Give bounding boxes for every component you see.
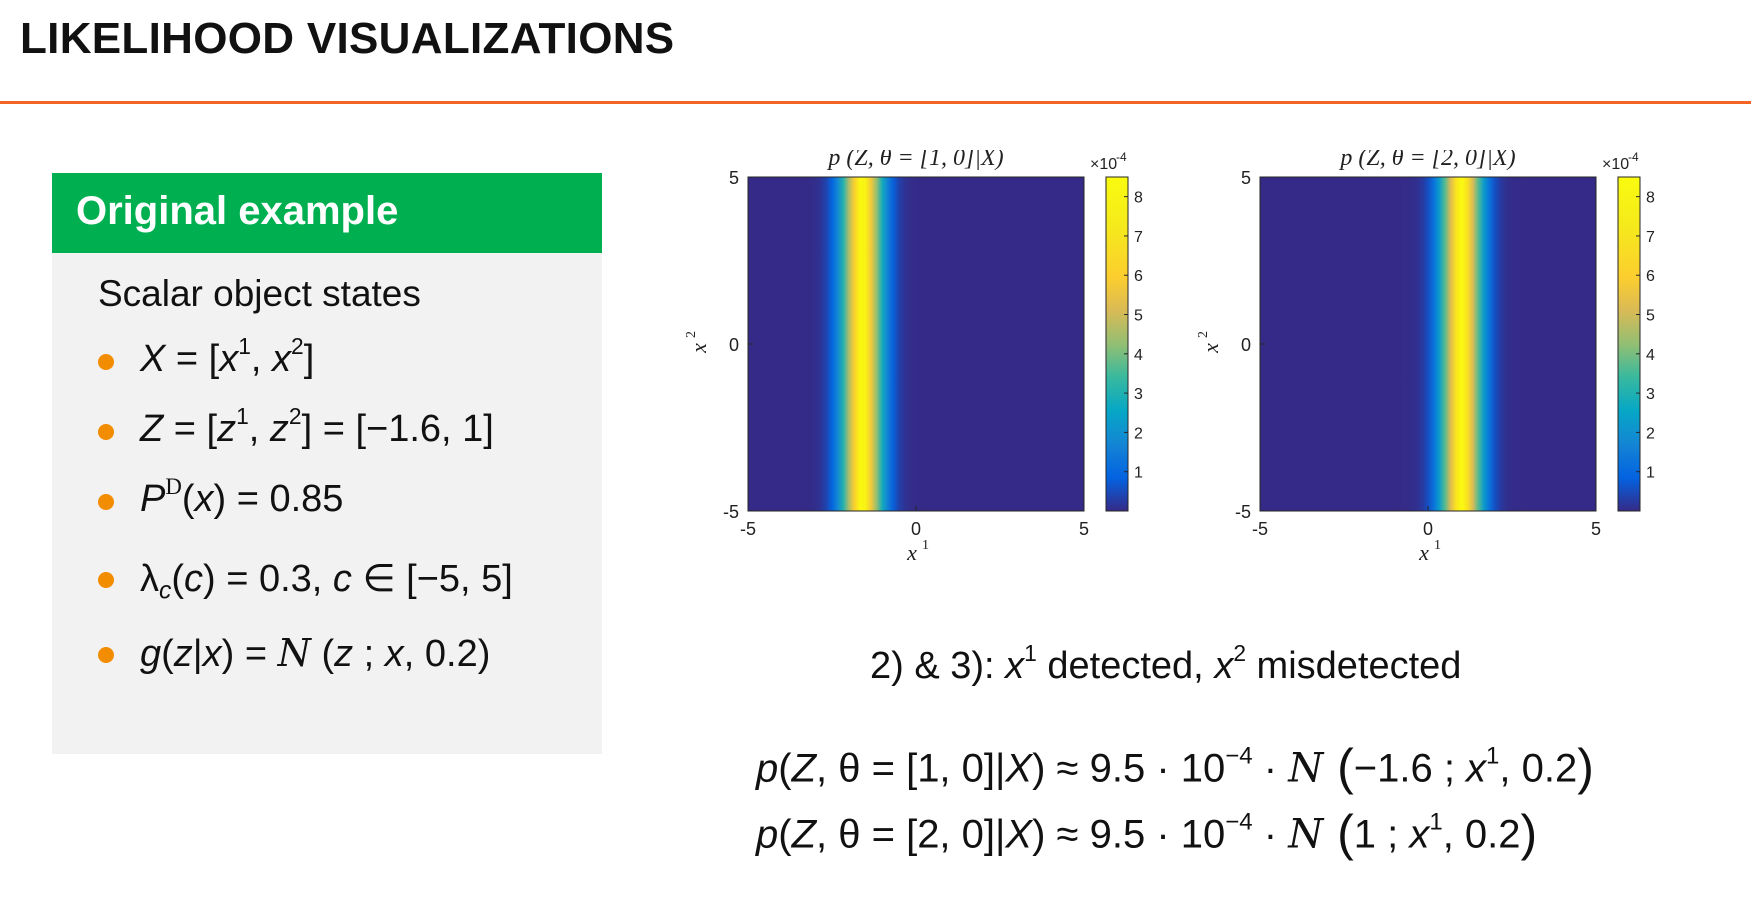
y-tick-label: -5	[1235, 502, 1251, 522]
bullet-clutter-rate: λc(c) = 0.3, c ∈ [−5, 5]	[140, 558, 513, 605]
detection-caption: 2) & 3): x1 detected, x2 misdetected	[870, 639, 1462, 687]
colorbar-tick-label: 6	[1646, 268, 1655, 285]
x-tick-label: 5	[1079, 519, 1089, 539]
colorbar-tick-label: 8	[1646, 190, 1655, 207]
colorbar-tick-label: 2	[1646, 425, 1655, 442]
example-header-text: Original example	[76, 189, 399, 233]
y-tick-label: 0	[729, 335, 739, 355]
colorbar-tick-label: 1	[1646, 465, 1655, 482]
colorbar-multiplier-exp: -4	[1116, 150, 1127, 164]
x-axis-label-sup: 1	[922, 538, 929, 553]
colorbar-frame	[1105, 176, 1129, 512]
y-axis-label-sup: 2	[684, 331, 699, 338]
colorbar-multiplier: ×10	[1090, 156, 1117, 173]
y-axis-label-sup: 2	[1196, 331, 1211, 338]
bullet-x-definition: X = [x1, x2]	[140, 332, 315, 380]
bullet-measurement-model: g(z|x) = N (z ; x, 0.2)	[140, 631, 491, 675]
x-tick-label: 0	[1423, 519, 1433, 539]
x-tick-label: -5	[740, 519, 756, 539]
bullet-dot	[98, 572, 114, 588]
title-rule	[0, 101, 1751, 104]
y-axis-label-group: x2	[684, 331, 711, 354]
colorbar-tick-label: 5	[1646, 308, 1655, 325]
chart-title: p (Z, θ = [1, 0]|X)	[826, 150, 1003, 171]
colorbar-tick-label: 6	[1134, 268, 1143, 285]
likelihood-formula-1: p(Z, θ = [1, 0]|X) ≈ 9.5 · 10−4 · N (−1.…	[756, 739, 1594, 795]
bullet-item: PD(x) = 0.85	[98, 473, 598, 528]
colorbar-tick-label: 3	[1134, 386, 1143, 403]
colorbar-tick-label: 4	[1134, 347, 1143, 364]
colorbar-tick-label: 8	[1134, 190, 1143, 207]
heatmap-surface	[748, 177, 1084, 511]
example-header: Original example	[52, 173, 602, 253]
x-tick-label: 5	[1591, 519, 1601, 539]
bullet-z-definition: Z = [z1, z2] = [−1.6, 1]	[140, 402, 494, 450]
bullet-dot	[98, 424, 114, 440]
colorbar-tick-label: 7	[1646, 229, 1655, 246]
colorbar	[1106, 177, 1128, 511]
example-box: Original example Scalar object states X …	[52, 173, 602, 754]
colorbar-tick-label: 2	[1134, 425, 1143, 442]
chart-title: p (Z, θ = [2, 0]|X)	[1338, 150, 1515, 171]
y-tick-label: 5	[729, 168, 739, 188]
bullet-dot	[98, 647, 114, 663]
example-subheading: Scalar object states	[98, 273, 421, 314]
bullet-item: Z = [z1, z2] = [−1.6, 1]	[98, 402, 598, 458]
x-axis-label: x	[906, 540, 917, 565]
x-tick-label: 0	[911, 519, 921, 539]
x-axis-label: x	[1418, 540, 1429, 565]
y-tick-label: 0	[1241, 335, 1251, 355]
colorbar-multiplier-exp: -4	[1628, 150, 1639, 164]
colorbar-multiplier: ×10	[1602, 156, 1629, 173]
y-axis-label-group: x2	[1196, 331, 1223, 354]
colorbar	[1618, 177, 1640, 511]
likelihood-formula-2: p(Z, θ = [2, 0]|X) ≈ 9.5 · 10−4 · N (1 ;…	[756, 805, 1538, 861]
bullet-item: g(z|x) = N (z ; x, 0.2)	[98, 631, 598, 681]
bullet-item: X = [x1, x2]	[98, 332, 598, 388]
colorbar-tick-label: 4	[1646, 347, 1655, 364]
y-tick-label: -5	[723, 502, 739, 522]
x-axis-label-sup: 1	[1434, 538, 1441, 553]
y-axis-label: x	[686, 343, 711, 354]
heatmap-surface	[1260, 177, 1596, 511]
colorbar-tick-label: 3	[1646, 386, 1655, 403]
colorbar-frame	[1617, 176, 1641, 512]
y-axis-label: x	[1198, 343, 1223, 354]
x-tick-label: -5	[1252, 519, 1268, 539]
y-tick-label: 5	[1241, 168, 1251, 188]
bullet-detection-prob: PD(x) = 0.85	[140, 473, 344, 520]
colorbar-tick-label: 5	[1134, 308, 1143, 325]
slide-title: LIKELIHOOD VISUALIZATIONS	[20, 14, 675, 63]
bullet-dot	[98, 354, 114, 370]
bullet-dot	[98, 494, 114, 510]
colorbar-tick-label: 1	[1134, 465, 1143, 482]
colorbar-tick-label: 7	[1134, 229, 1143, 246]
bullet-item: λc(c) = 0.3, c ∈ [−5, 5]	[98, 556, 598, 606]
